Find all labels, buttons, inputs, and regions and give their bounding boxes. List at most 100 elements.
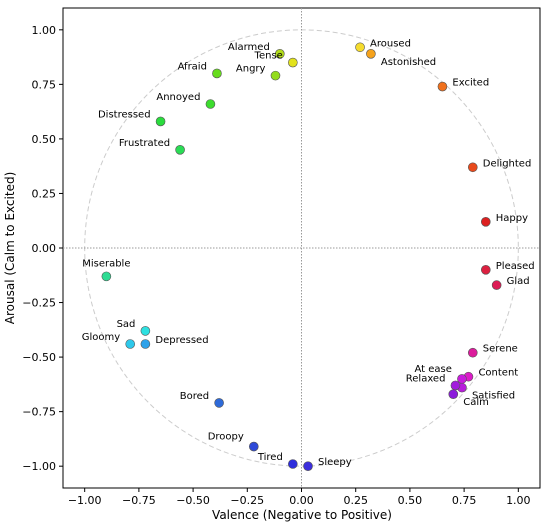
x-axis-label: Valence (Negative to Positive) [212, 508, 392, 522]
x-tick-label: 0.25 [343, 494, 368, 507]
point-label-satisfied: Satisfied [472, 391, 515, 402]
y-tick-label: −0.50 [22, 351, 56, 364]
point-label-droopy: Droopy [208, 432, 244, 443]
point-serene [467, 347, 478, 358]
point-distressed [155, 116, 166, 127]
point-droopy [249, 441, 259, 452]
x-tick-label: 1.00 [506, 494, 531, 507]
point-tense [288, 57, 298, 68]
point-astonished [366, 49, 376, 59]
point-label-content: Content [478, 368, 518, 379]
point-label-tense: Tense [254, 51, 283, 62]
y-tick-label: 0.75 [32, 78, 57, 91]
point-tired [288, 459, 298, 469]
point-label-aroused: Aroused [370, 38, 411, 49]
point-sleepy [303, 461, 313, 471]
x-tick-label: −1.00 [68, 494, 102, 507]
point-label-at-ease: At ease [415, 364, 452, 375]
point-depressed [140, 339, 151, 349]
x-tick-label: 0.75 [452, 494, 477, 507]
point-group-aroused: Aroused [355, 38, 411, 53]
point-calm [448, 389, 459, 399]
point-group-happy: Happy [480, 213, 528, 227]
point-glad [491, 280, 502, 290]
point-group-astonished: Astonished [366, 49, 436, 68]
point-group-annoyed: Annoyed [156, 92, 216, 109]
point-group-miserable: Miserable [82, 258, 131, 282]
point-label-afraid: Afraid [178, 61, 207, 72]
point-group-delighted: Delighted [467, 158, 532, 173]
point-group-distressed: Distressed [98, 109, 166, 127]
y-tick-label: −0.75 [22, 406, 56, 419]
point-label-excited: Excited [452, 78, 489, 89]
point-group-at-ease: At ease [415, 364, 467, 384]
point-label-gloomy: Gloomy [82, 332, 121, 343]
point-gloomy [125, 339, 136, 349]
x-tick-label: −0.75 [122, 494, 156, 507]
point-angry [270, 70, 281, 81]
point-bored [214, 398, 224, 408]
point-group-tense: Tense [254, 51, 298, 68]
point-label-angry: Angry [236, 64, 266, 75]
y-tick-label: 1.00 [32, 24, 57, 37]
x-axis-ticks: −1.00 −0.75 −0.50 −0.25 0.00 0.25 0.50 0.75 1.00 [68, 488, 531, 507]
point-group-depressed: Depressed [140, 335, 209, 349]
y-tick-label: −0.25 [22, 297, 56, 310]
point-group-afraid: Afraid [178, 61, 222, 79]
point-excited [437, 81, 448, 92]
point-group-sad: Sad [117, 319, 151, 336]
point-group-gloomy: Gloomy [82, 332, 136, 349]
point-miserable [101, 271, 112, 282]
point-group-droopy: Droopy [208, 432, 259, 452]
point-afraid [212, 68, 222, 79]
point-group-content: Content [463, 368, 518, 382]
point-label-distressed: Distressed [98, 109, 151, 120]
point-label-happy: Happy [496, 213, 528, 224]
point-aroused [355, 42, 365, 53]
point-label-miserable: Miserable [82, 258, 130, 269]
x-tick-label: −0.50 [176, 494, 210, 507]
point-label-sleepy: Sleepy [318, 457, 352, 468]
point-relaxed [450, 380, 461, 391]
point-label-pleased: Pleased [496, 261, 535, 272]
y-tick-label: 0.00 [32, 242, 57, 255]
point-annoyed [205, 99, 216, 109]
point-label-calm: Calm [463, 397, 489, 408]
point-group-frustrated: Frustrated [119, 138, 185, 155]
point-sad [140, 326, 151, 336]
point-happy [480, 217, 491, 227]
point-group-calm: Calm [448, 389, 489, 408]
point-label-relaxed: Relaxed [406, 373, 446, 384]
point-label-delighted: Delighted [483, 158, 532, 169]
point-group-excited: Excited [437, 78, 489, 92]
y-tick-label: −1.00 [22, 460, 56, 473]
point-label-annoyed: Annoyed [156, 92, 200, 103]
point-label-depressed: Depressed [155, 335, 208, 346]
point-group-relaxed: Relaxed [406, 373, 461, 391]
y-axis-label: Arousal (Calm to Excited) [3, 172, 17, 324]
point-group-pleased: Pleased [480, 261, 535, 275]
y-tick-label: 0.25 [32, 187, 57, 200]
y-tick-label: 0.50 [32, 133, 57, 146]
point-group-bored: Bored [180, 391, 224, 408]
point-label-serene: Serene [483, 344, 518, 355]
point-label-frustrated: Frustrated [119, 138, 170, 149]
point-label-astonished: Astonished [381, 57, 436, 68]
y-axis-ticks: −1.00 −0.75 −0.50 −0.25 0.00 0.25 0.50 0.75 1.00 [22, 24, 63, 473]
point-label-sad: Sad [117, 319, 136, 330]
point-label-glad: Glad [507, 276, 530, 287]
point-label-alarmed: Alarmed [228, 42, 270, 53]
point-group-alarmed: Alarmed [228, 42, 285, 59]
x-tick-label: 0.50 [398, 494, 423, 507]
x-tick-label: −0.25 [230, 494, 264, 507]
point-group-glad: Glad [491, 276, 530, 290]
point-delighted [467, 162, 478, 173]
point-group-serene: Serene [467, 344, 518, 358]
point-frustrated [175, 145, 185, 155]
point-pleased [480, 265, 491, 275]
point-label-tired: Tired [257, 452, 283, 463]
point-alarmed [275, 49, 285, 59]
point-label-bored: Bored [180, 391, 209, 402]
